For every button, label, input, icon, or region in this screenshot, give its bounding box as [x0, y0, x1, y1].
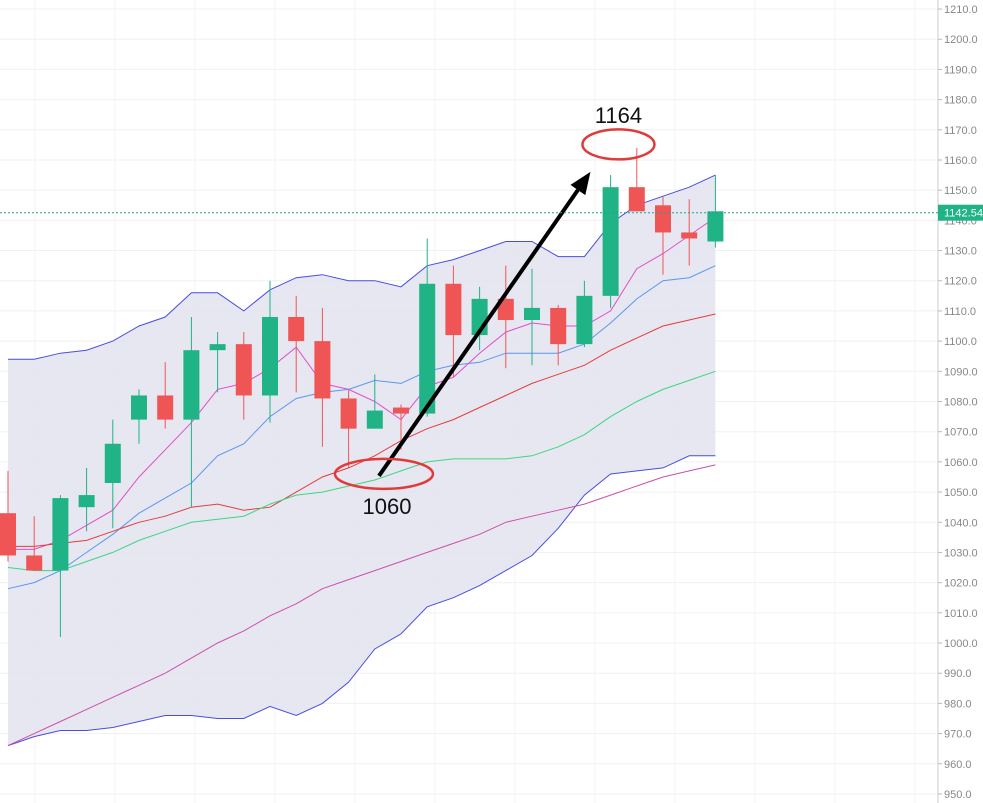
- candle-body: [628, 187, 645, 212]
- y-tick-label: 1020.0: [944, 578, 978, 590]
- y-tick-label: 1070.0: [944, 427, 978, 439]
- candles: [0, 147, 724, 637]
- y-tick-label: 1030.0: [944, 547, 978, 559]
- candle-body: [235, 344, 252, 396]
- high-circle: [581, 128, 656, 161]
- candle-body: [497, 298, 514, 320]
- candle: [524, 268, 540, 366]
- candle: [340, 389, 357, 468]
- candle: [209, 332, 226, 393]
- indicator-line-4: [8, 313, 716, 547]
- candle-body: [288, 316, 305, 342]
- candle-body: [78, 495, 95, 508]
- candle-body: [655, 205, 671, 233]
- y-tick-label: 1190.0: [944, 64, 977, 76]
- candle-body: [419, 283, 436, 414]
- y-tick-label: 1160.0: [944, 155, 977, 167]
- candle-body: [524, 307, 540, 320]
- candle: [262, 280, 278, 423]
- candle-body: [602, 187, 619, 296]
- indicator-line-3: [7, 265, 716, 590]
- candle-body: [445, 283, 462, 336]
- candle: [235, 332, 252, 420]
- y-tick-label: 1010.0: [944, 608, 978, 620]
- y-tick-label: 1000.0: [944, 638, 978, 650]
- indicator-line-0: [8, 174, 716, 360]
- candle-body: [104, 443, 121, 484]
- current-price-tag: 1142.54: [0, 204, 983, 221]
- candle-body: [393, 407, 409, 414]
- candle: [445, 265, 462, 378]
- y-tick-label: 1130.0: [944, 246, 977, 258]
- candle-body: [366, 410, 383, 429]
- y-tick-label: 1170.0: [944, 125, 977, 137]
- candle-body: [707, 211, 724, 242]
- candle-body: [576, 295, 593, 345]
- candle: [497, 265, 514, 369]
- candle-body: [340, 398, 357, 429]
- indicator-line-2: [8, 216, 716, 550]
- candle: [576, 280, 593, 348]
- candle-body: [262, 316, 278, 396]
- low-annotation-label: 1060: [362, 494, 411, 519]
- current-price-badge: [938, 204, 983, 221]
- candle-body: [26, 555, 43, 571]
- candle: [655, 196, 671, 275]
- y-tick-label: 1040.0: [944, 517, 978, 529]
- y-tick-label: 1150.0: [944, 185, 977, 197]
- candle: [26, 516, 43, 571]
- current-price-label: 1142.54: [944, 208, 983, 220]
- candle-body: [131, 395, 147, 420]
- y-tick-label: 1180.0: [944, 95, 977, 107]
- arrow-head: [570, 171, 591, 196]
- y-tick-label: 1100.0: [944, 336, 977, 348]
- candle: [314, 307, 331, 447]
- y-tick-label: 990.0: [944, 668, 972, 680]
- candle-body: [314, 341, 331, 399]
- candle: [78, 467, 95, 532]
- trend-arrow: [377, 188, 580, 478]
- y-tick-label: 1120.0: [944, 276, 977, 288]
- indicator-lines: [7, 174, 716, 747]
- candle-body: [209, 344, 226, 351]
- candle: [52, 495, 69, 637]
- y-tick-label: 1060.0: [944, 457, 978, 469]
- y-tick-label: 970.0: [944, 729, 972, 741]
- low-circle: [333, 457, 435, 491]
- candle: [707, 175, 724, 248]
- y-tick-label: 950.0: [944, 789, 972, 801]
- indicator-line-6: [7, 464, 716, 747]
- y-tick-label: 1210.0: [944, 4, 978, 16]
- y-tick-label: 960.0: [944, 759, 972, 771]
- indicator-line-1: [7, 455, 716, 747]
- candle: [157, 362, 174, 429]
- candle: [366, 374, 383, 429]
- candle: [681, 199, 698, 266]
- candle: [131, 389, 147, 444]
- candle-body: [52, 498, 69, 571]
- y-tick-label: 980.0: [944, 698, 972, 710]
- y-tick-label: 1090.0: [944, 366, 978, 378]
- candle: [419, 238, 436, 417]
- price-axis: 950.0 960.0 970.0 980.0 990.0 1000.0 1010.0 102…: [937, 0, 978, 803]
- candle: [288, 295, 305, 393]
- candle-body: [183, 350, 200, 420]
- annotations: 1164 1060: [333, 103, 656, 519]
- candle: [183, 316, 200, 508]
- y-tick-label: 1200.0: [944, 34, 978, 46]
- candle: [602, 175, 619, 308]
- high-annotation-label: 1164: [595, 103, 642, 128]
- candle-body: [157, 395, 174, 420]
- candle-body: [550, 307, 567, 345]
- candle: [0, 470, 16, 562]
- candle: [104, 419, 121, 529]
- candle: [550, 304, 567, 366]
- indicator-line-5: [7, 370, 716, 572]
- candle-body: [0, 513, 16, 556]
- y-tick-label: 1050.0: [944, 487, 978, 499]
- y-tick-label: 1110.0: [944, 306, 976, 318]
- candle-body: [681, 232, 698, 239]
- y-tick-label: 1080.0: [944, 397, 978, 409]
